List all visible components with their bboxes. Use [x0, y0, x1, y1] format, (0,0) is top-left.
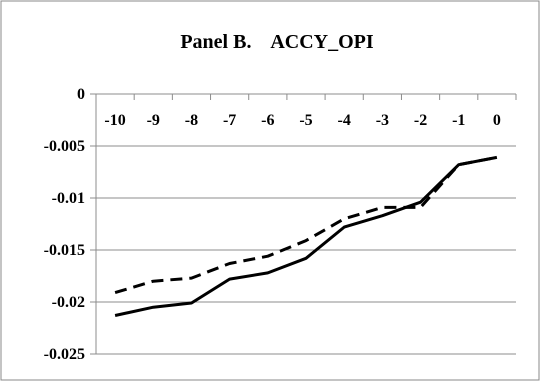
dashed-series-line: [114, 155, 498, 295]
x-tick-label: -10: [104, 112, 125, 129]
y-tick-label: -0.015: [44, 242, 85, 259]
x-tick-label: -3: [376, 112, 389, 129]
gridlines: [96, 145, 516, 355]
x-tick-label: -8: [185, 112, 198, 129]
x-tick-label: -2: [414, 112, 427, 129]
x-tick-label: 0: [493, 112, 501, 129]
x-tick-label: -4: [338, 112, 351, 129]
chart-title: Panel B. ACCY_OPI: [180, 31, 374, 53]
y-tick-label: -0.025: [44, 346, 85, 363]
solid-series-line: [114, 155, 498, 317]
axes: [90, 93, 517, 355]
x-tick-labels: -10 -9 -8 -7 -6 -5 -4 -3 -2 -1 0: [104, 112, 500, 129]
series-lines: [114, 155, 498, 317]
x-tick-label: -9: [147, 112, 160, 129]
x-tick-label: -6: [261, 112, 274, 129]
y-tick-label: 0: [77, 86, 85, 103]
y-tick-label: -0.005: [44, 138, 85, 155]
x-tick-label: -7: [223, 112, 236, 129]
x-tick-label: -1: [452, 112, 465, 129]
x-tick-label: -5: [299, 112, 312, 129]
y-tick-label: -0.01: [52, 190, 85, 207]
y-tick-label: -0.02: [52, 294, 85, 311]
y-tick-labels: 0 -0.005 -0.01 -0.015 -0.02 -0.025: [44, 86, 85, 363]
